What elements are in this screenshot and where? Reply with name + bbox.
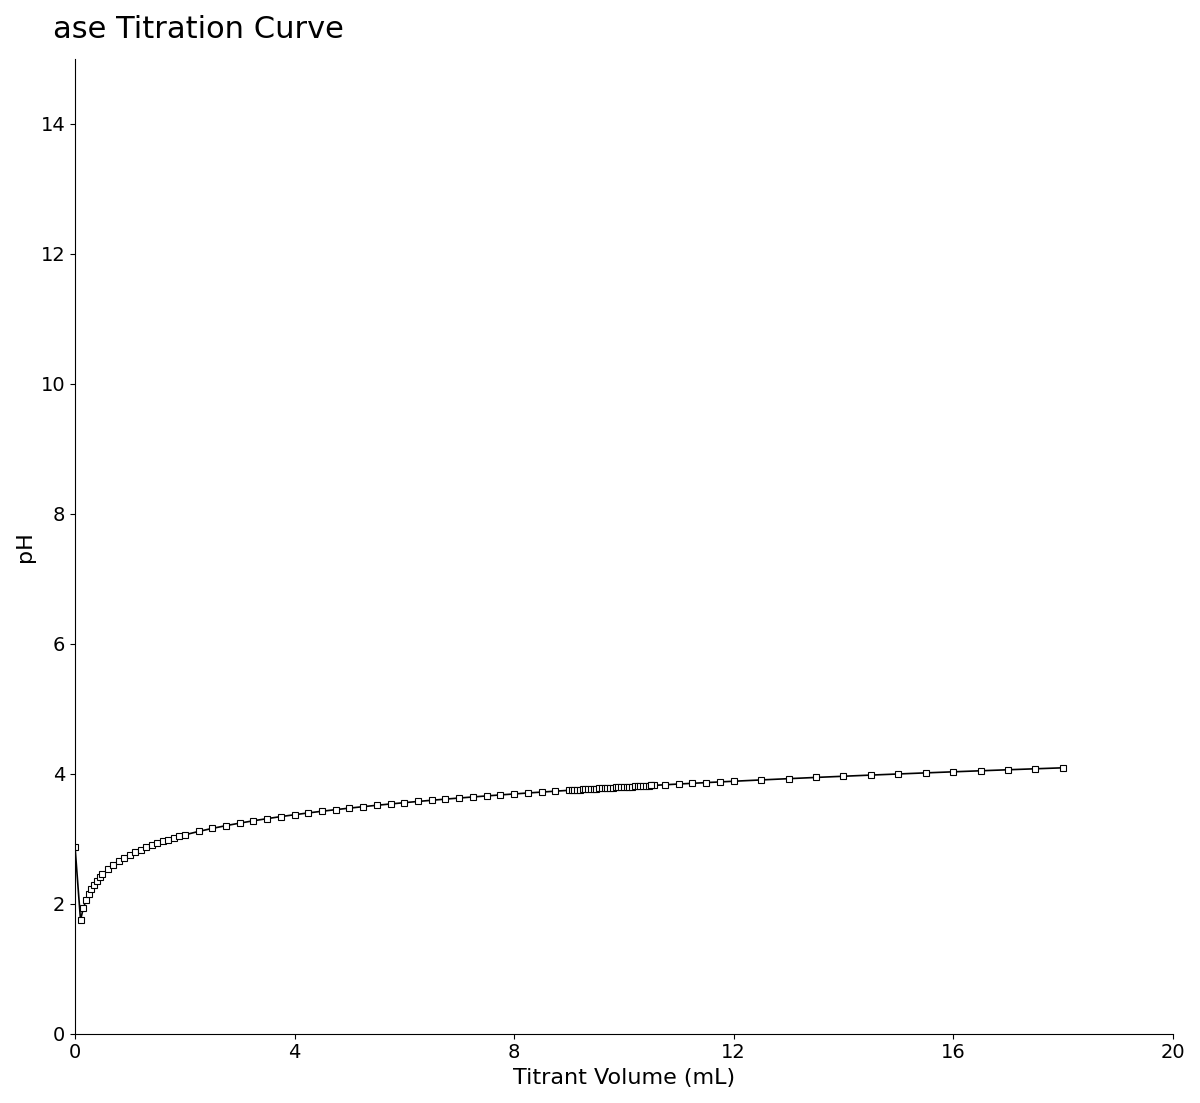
Text: ase Titration Curve: ase Titration Curve bbox=[53, 15, 344, 44]
Y-axis label: pH: pH bbox=[14, 531, 35, 561]
X-axis label: Titrant Volume (mL): Titrant Volume (mL) bbox=[512, 1068, 734, 1088]
